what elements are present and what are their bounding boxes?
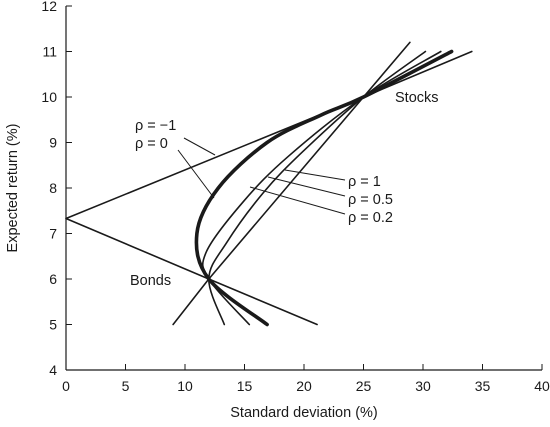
label-rho-0: ρ = 0 <box>135 136 168 152</box>
y-axis-ticks: 4 5 6 7 8 9 10 11 12 <box>41 0 72 378</box>
label-rho-1: ρ = 1 <box>348 174 381 190</box>
series-line-rho-1 <box>172 41 411 326</box>
label-rho-minus1: ρ = −1 <box>135 118 176 134</box>
y-tick-label: 4 <box>49 362 57 378</box>
label-stocks: Stocks <box>395 90 439 106</box>
x-tick-label: 5 <box>122 378 130 394</box>
x-axis-title: Standard deviation (%) <box>230 405 378 421</box>
series-line-rho-0 <box>194 49 454 327</box>
y-tick-label: 9 <box>49 135 57 151</box>
y-tick-label: 11 <box>42 44 57 60</box>
y-tick-label: 6 <box>49 271 57 287</box>
y-tick-label: 8 <box>49 180 57 196</box>
series-line-rho-minus1 <box>65 50 473 326</box>
pointer-rho-02 <box>249 186 346 215</box>
y-tick-label: 12 <box>41 0 57 14</box>
axes <box>65 6 542 371</box>
pointer-rho-1 <box>284 169 346 181</box>
label-rho-02: ρ = 0.2 <box>348 210 393 226</box>
series-layer <box>65 41 473 327</box>
y-tick-label: 5 <box>49 317 57 333</box>
x-axis-ticks: 0 5 10 15 20 25 30 35 40 <box>62 364 550 394</box>
x-tick-label: 25 <box>356 378 372 394</box>
x-tick-label: 10 <box>177 378 193 394</box>
pointer-rho-0 <box>177 149 215 199</box>
series-line-rho-05 <box>207 50 427 326</box>
y-tick-label: 10 <box>41 89 57 105</box>
label-rho-05: ρ = 0.5 <box>348 192 393 208</box>
x-tick-label: 15 <box>237 378 253 394</box>
y-tick-label: 7 <box>49 226 57 242</box>
annotations: ρ = −1 ρ = 0 ρ = 1 ρ = 0.5 ρ = 0.2 Bonds… <box>130 90 439 289</box>
x-tick-label: 40 <box>534 378 550 394</box>
label-bonds: Bonds <box>130 273 171 289</box>
pointer-rho-minus1 <box>183 137 216 156</box>
x-tick-label: 35 <box>475 378 491 394</box>
x-tick-label: 30 <box>415 378 431 394</box>
x-tick-label: 0 <box>62 378 70 394</box>
pointer-rho-05 <box>267 176 346 197</box>
y-axis-title: Expected return (%) <box>5 124 21 253</box>
x-tick-label: 20 <box>296 378 312 394</box>
